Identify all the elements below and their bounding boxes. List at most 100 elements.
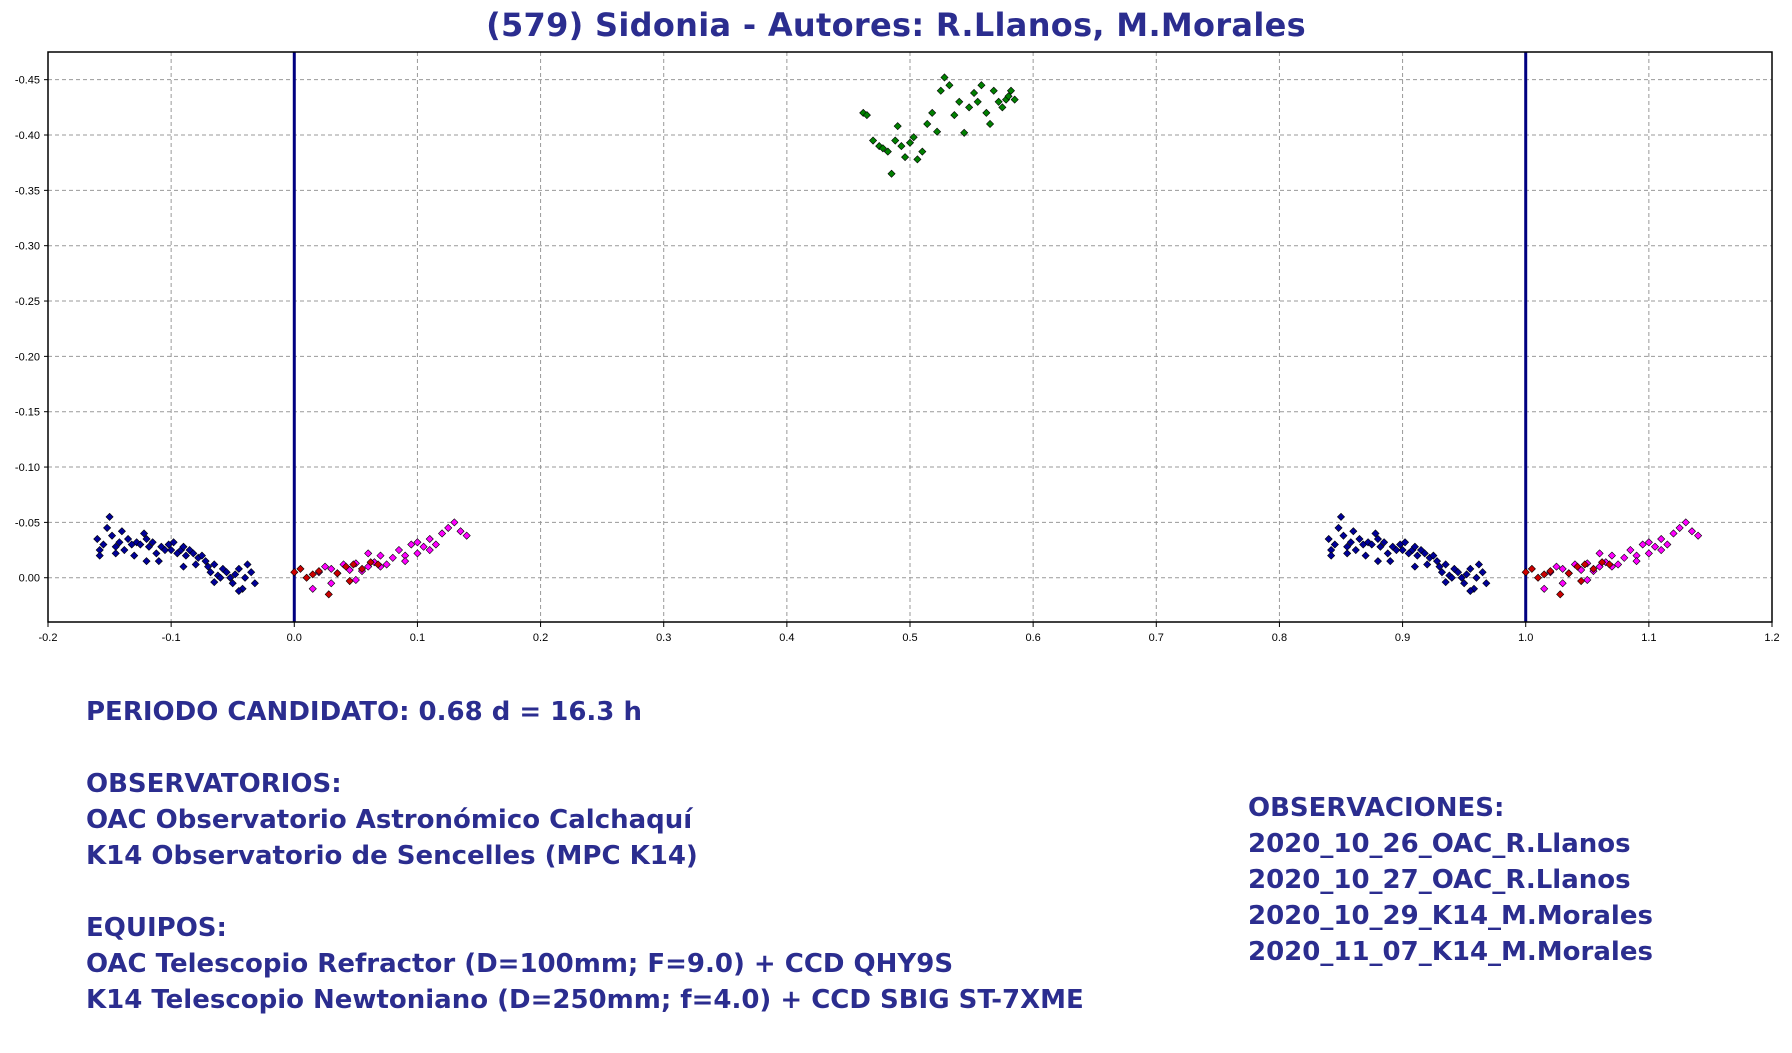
data-point (1466, 586, 1475, 596)
data-point (103, 523, 112, 532)
data-point (1004, 92, 1013, 101)
data-point (1376, 542, 1385, 551)
data-point (210, 560, 219, 569)
data-point (191, 560, 200, 569)
data-point (1334, 523, 1343, 532)
data-point (324, 590, 333, 599)
data-point (893, 122, 902, 131)
data-point (204, 562, 213, 571)
data-point (1675, 523, 1684, 532)
data-point (222, 568, 231, 577)
x-tick-label: 0.3 (656, 632, 671, 644)
data-point (349, 560, 358, 569)
data-point (136, 540, 145, 549)
y-tick-label: -0.05 (15, 517, 40, 529)
data-point (986, 119, 995, 128)
data-point (201, 557, 210, 566)
data-point (462, 531, 471, 540)
data-point (394, 546, 403, 555)
data-point (1558, 579, 1567, 588)
observation-item: 2020_11_07_K14_M.Morales (1248, 937, 1653, 967)
period-boundary-lines (292, 52, 1528, 622)
observation-item: 2020_10_26_OAC_R.Llanos (1248, 829, 1631, 859)
data-point (1435, 562, 1444, 571)
info-right: OBSERVACIONES: 2020_10_26_OAC_R.Llanos 2… (1248, 790, 1653, 970)
data-point (913, 155, 922, 164)
data-point (120, 546, 129, 555)
data-point (234, 586, 243, 596)
data-point (1534, 573, 1543, 582)
data-point (444, 523, 453, 532)
data-point (1460, 579, 1469, 588)
data-point (1657, 534, 1666, 544)
equipment-oac: OAC Telescopio Refractor (D=100mm; F=9.0… (86, 949, 954, 979)
data-point (878, 144, 887, 153)
x-tick-label: -0.1 (162, 632, 181, 644)
data-point (1441, 578, 1450, 587)
info-left: PERIODO CANDIDATO: 0.68 d = 16.3 h OBSER… (86, 694, 1084, 1018)
data-point (1371, 529, 1380, 538)
data-point (1346, 538, 1355, 547)
data-point (897, 142, 906, 151)
period-text: PERIODO CANDIDATO: 0.68 d = 16.3 h (86, 697, 642, 727)
data-point (1474, 560, 1483, 569)
data-point (296, 564, 305, 573)
data-point (231, 570, 240, 579)
data-point (1540, 570, 1549, 579)
chart-title: (579) Sidonia - Autores: R.Llanos, M.Mor… (486, 6, 1306, 44)
data-point (994, 97, 1003, 106)
data-point (364, 549, 373, 558)
data-point (376, 551, 385, 560)
data-point (887, 169, 896, 178)
data-point (431, 540, 440, 549)
data-point (1433, 557, 1442, 566)
observatories-header: OBSERVATORIOS: (86, 769, 342, 799)
data-point (859, 108, 868, 117)
data-point (407, 540, 416, 549)
x-axis-ticks: -0.2 -0.1 0.0 0.1 0.2 0.3 0.4 0.5 0.6 0.7 0.8 0.9 1.… (39, 622, 1780, 644)
data-point (413, 538, 422, 547)
data-point (450, 518, 459, 527)
data-point (1687, 527, 1696, 536)
data-point (1598, 558, 1607, 567)
data-point (1472, 573, 1481, 582)
data-point (1605, 560, 1614, 569)
x-tick-label: 0.9 (1395, 632, 1410, 644)
observation-item: 2020_10_29_K14_M.Morales (1248, 901, 1653, 931)
data-point (216, 573, 225, 582)
data-point (918, 147, 927, 156)
data-point (142, 557, 151, 566)
data-point (425, 534, 434, 544)
observations-header: OBSERVACIONES: (1248, 793, 1505, 823)
data-point (302, 573, 311, 582)
data-point (247, 568, 256, 577)
data-point (1380, 538, 1389, 547)
data-point (1355, 534, 1364, 544)
data-point (1607, 551, 1616, 560)
data-point (1429, 551, 1438, 560)
data-point (977, 81, 986, 90)
data-point (998, 103, 1007, 112)
data-point (1540, 584, 1549, 593)
data-point (366, 558, 375, 567)
data-point (1324, 534, 1333, 544)
data-point (883, 147, 892, 156)
x-tick-label: 1.1 (1641, 632, 1656, 644)
data-point (1336, 512, 1346, 521)
data-point (1410, 562, 1419, 571)
data-point (1361, 551, 1370, 560)
data-point (933, 127, 942, 136)
y-tick-label: -0.40 (15, 130, 40, 142)
data-point (1620, 553, 1629, 562)
x-tick-label: 1.0 (1518, 632, 1533, 644)
x-tick-label: -0.2 (39, 632, 58, 644)
data-point (154, 557, 163, 566)
data-point (862, 111, 871, 120)
data-point (989, 86, 998, 95)
data-point (210, 578, 219, 587)
data-point (1681, 518, 1690, 527)
data-point (148, 538, 157, 547)
observation-item: 2020_10_27_OAC_R.Llanos (1248, 865, 1631, 895)
data-point (1577, 577, 1586, 586)
data-point (1626, 546, 1635, 555)
